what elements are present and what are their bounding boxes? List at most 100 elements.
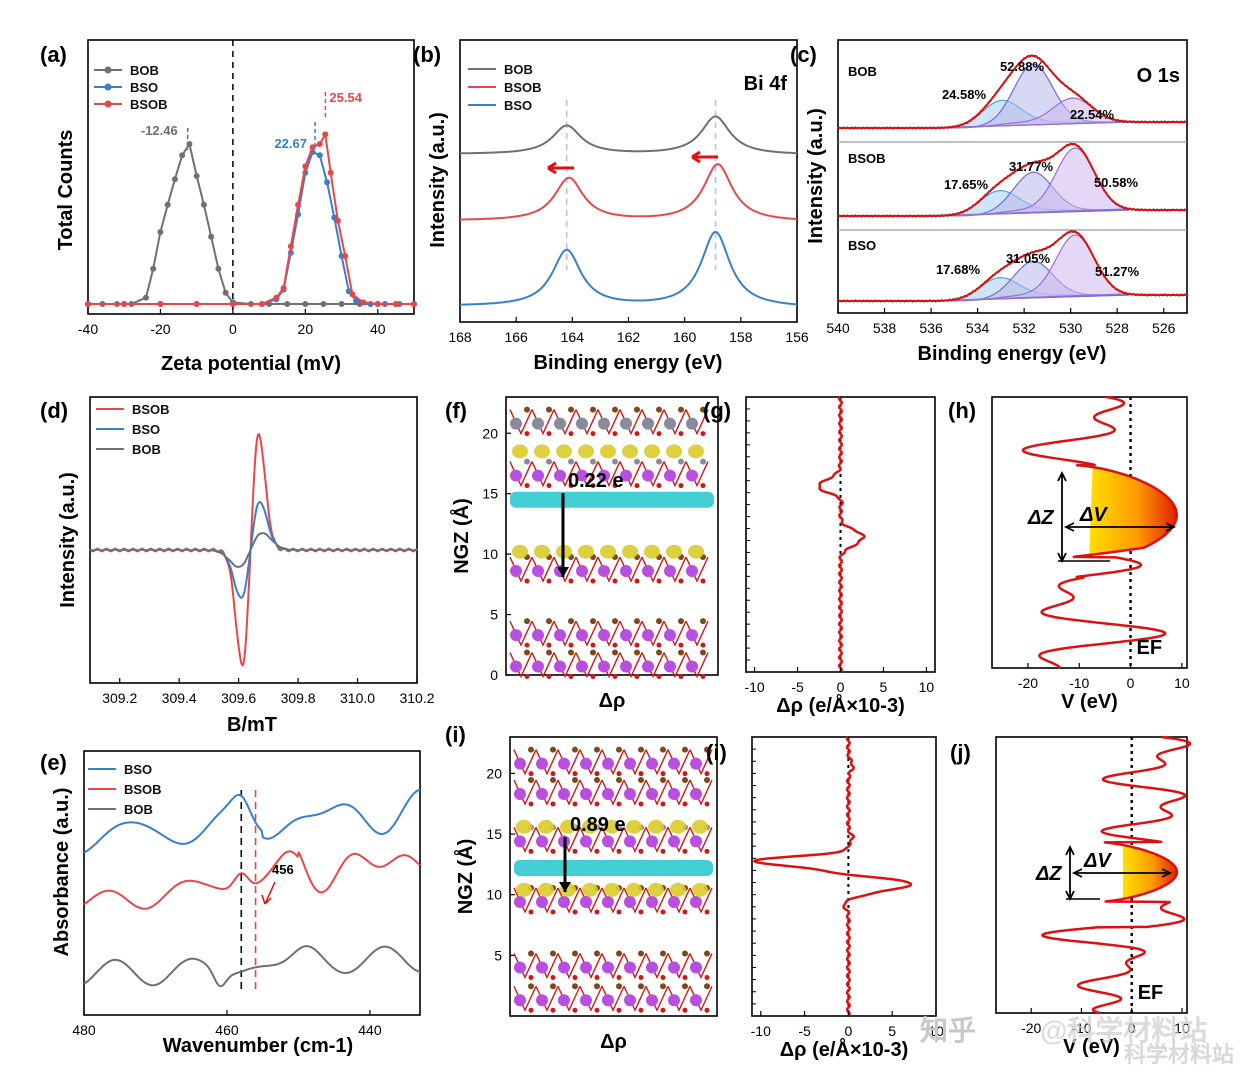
data-point (200, 201, 207, 208)
atom (656, 674, 662, 680)
data-point (142, 294, 149, 301)
atom (554, 417, 566, 430)
atom (572, 983, 578, 990)
bond (575, 409, 599, 436)
atom (594, 801, 600, 807)
charge-accumulation (512, 444, 528, 459)
data-point (302, 163, 309, 170)
bond (597, 556, 621, 583)
data-point (316, 152, 323, 159)
atom (590, 674, 596, 680)
atom (576, 660, 588, 673)
bond (535, 953, 559, 980)
atom (682, 950, 688, 957)
charge-accumulation (622, 444, 638, 459)
bond (667, 887, 691, 914)
atom (686, 417, 698, 430)
charge-transfer-label: 0.22 e (568, 470, 624, 492)
x-axis-label: B/mT (227, 714, 277, 736)
atom (590, 649, 596, 656)
atom (646, 961, 658, 974)
x-tick-label: -5 (791, 679, 804, 695)
component-share: 17.68% (936, 262, 981, 277)
bond (623, 827, 647, 854)
data-point (284, 301, 291, 307)
bond (645, 953, 669, 980)
charge-accumulation (688, 544, 704, 559)
bond (553, 652, 577, 679)
atom (638, 777, 644, 784)
x-tick-label: -20 (1018, 675, 1038, 691)
atom (532, 660, 544, 673)
y-tick-label: 0 (490, 667, 498, 683)
atom (634, 458, 640, 465)
atom (638, 909, 644, 915)
chart-title: O 1s (1137, 65, 1180, 87)
component-share: 31.77% (1009, 159, 1054, 174)
plot-frame (505, 396, 719, 676)
atom (568, 406, 574, 413)
atom (624, 835, 636, 848)
data-point (229, 301, 236, 307)
data-point (157, 301, 164, 307)
atom (554, 629, 566, 642)
x-axis-label: V (eV) (1063, 1036, 1120, 1058)
legend-label: BOB (504, 62, 533, 77)
series-bob (88, 143, 414, 305)
peak-annotation: 22.67 (274, 136, 307, 151)
x-tick-label: 440 (358, 1022, 382, 1038)
bond (619, 461, 643, 488)
atom (620, 417, 632, 430)
atom (682, 771, 688, 777)
delta-v-label: ΔV (1083, 850, 1112, 872)
bond (553, 620, 577, 647)
atom (602, 895, 614, 908)
bond (535, 887, 559, 914)
fermi-label: EF (1138, 982, 1164, 1004)
atom (660, 983, 666, 990)
atom (634, 674, 640, 680)
atom (668, 895, 680, 908)
atom (700, 431, 706, 437)
atom (532, 417, 544, 430)
atom (598, 417, 610, 430)
atom (704, 848, 710, 854)
bond (685, 620, 709, 647)
atom (524, 483, 530, 489)
x-tick-label: 460 (215, 1022, 239, 1038)
bond (575, 620, 599, 647)
atom (704, 801, 710, 807)
bond (641, 409, 665, 436)
atom (634, 406, 640, 413)
bond (685, 652, 709, 679)
legend-label: BSOB (130, 97, 168, 112)
bond (597, 409, 621, 436)
bond (619, 652, 643, 679)
data-point (85, 301, 91, 307)
bond (513, 953, 537, 980)
atom (678, 406, 684, 413)
data-point (349, 291, 356, 298)
atom (524, 642, 530, 648)
y-tick-label: 20 (486, 765, 502, 781)
atom (664, 565, 676, 578)
x-tick-label: 0 (1127, 675, 1135, 691)
bond (513, 887, 537, 914)
bond (557, 827, 581, 854)
atom (568, 642, 574, 648)
bond (667, 749, 691, 776)
legend-label: BOB (130, 63, 159, 78)
component-share: 24.58% (942, 87, 987, 102)
bond (575, 556, 599, 583)
x-tick-label: 532 (1012, 320, 1036, 336)
series-bso (83, 788, 421, 854)
bond (509, 556, 533, 583)
atom (616, 974, 622, 980)
atom (536, 788, 548, 801)
atom (638, 1007, 644, 1013)
charge-accumulation (516, 882, 532, 897)
watermark-text: 科学材料站 (1124, 1042, 1234, 1067)
bond (619, 409, 643, 436)
atom (572, 746, 578, 753)
atom (514, 835, 526, 848)
